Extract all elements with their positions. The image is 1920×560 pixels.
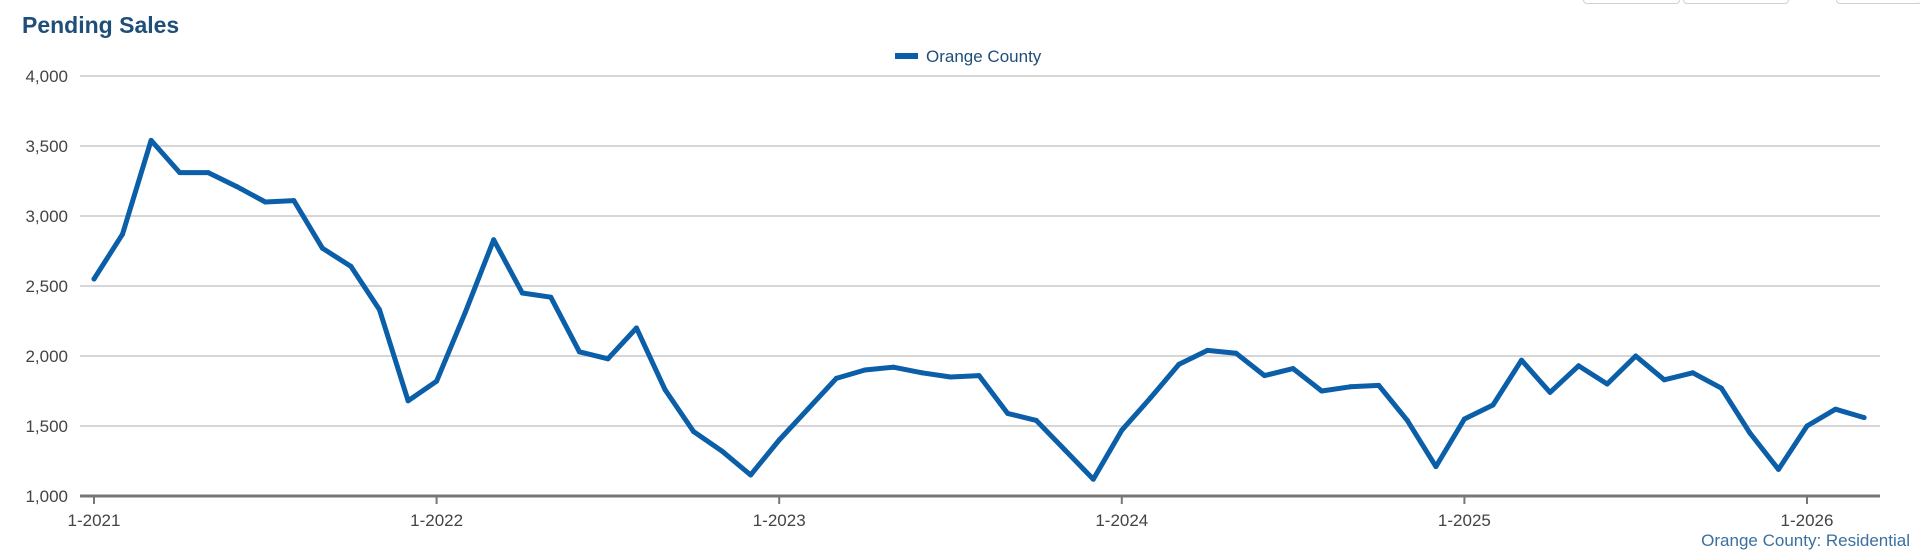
data-point[interactable] [1433,464,1439,470]
y-tick-label: 1,500 [25,417,68,436]
data-point[interactable] [148,137,154,143]
data-point[interactable] [1833,406,1839,412]
data-point[interactable] [291,198,297,204]
x-tick-label: 1-2025 [1438,511,1491,530]
data-point[interactable] [319,245,325,251]
x-tick-label: 1-2022 [410,511,463,530]
data-point[interactable] [890,364,896,370]
legend[interactable]: Orange County [895,47,1042,66]
y-tick-label: 3,500 [25,137,68,156]
data-point[interactable] [1747,430,1753,436]
data-point[interactable] [548,294,554,300]
series-layer [91,137,1867,482]
data-point[interactable] [776,437,782,443]
data-point[interactable] [491,237,497,243]
data-point[interactable] [1033,417,1039,423]
data-point[interactable] [1633,353,1639,359]
data-point[interactable] [662,387,668,393]
data-point[interactable] [234,184,240,190]
data-point[interactable] [1661,377,1667,383]
data-point[interactable] [1490,402,1496,408]
data-point[interactable] [633,325,639,331]
data-point[interactable] [1604,381,1610,387]
gridlines [80,75,1880,427]
data-point[interactable] [519,290,525,296]
data-point[interactable] [1062,447,1068,453]
legend-label: Orange County [926,47,1042,66]
chart-caption: Orange County: Residential [1701,531,1910,550]
data-point[interactable] [1404,417,1410,423]
data-point[interactable] [1319,388,1325,394]
data-point[interactable] [605,356,611,362]
x-tick-label: 1-2023 [753,511,806,530]
data-point[interactable] [1718,385,1724,391]
data-point[interactable] [1233,350,1239,356]
data-point[interactable] [948,374,953,380]
data-point[interactable] [1861,415,1867,421]
data-point[interactable] [833,375,839,381]
data-point[interactable] [1119,427,1125,433]
data-point[interactable] [462,310,468,316]
data-point[interactable] [1519,357,1524,363]
y-tick-label: 2,000 [25,347,68,366]
data-point[interactable] [1804,423,1810,429]
data-point[interactable] [1775,466,1781,472]
data-point[interactable] [576,349,582,355]
data-point[interactable] [1547,389,1553,395]
x-axis-ticks: 1-2021 1-2022 1-2023 1-2024 1-2025 1-2026 [68,496,1834,530]
data-point[interactable] [1690,370,1696,376]
data-point[interactable] [120,231,126,237]
data-point[interactable] [1204,347,1210,353]
data-point[interactable] [1005,410,1011,416]
data-point[interactable] [919,370,925,376]
data-point[interactable] [719,448,725,454]
data-point[interactable] [377,307,382,313]
y-tick-label: 1,000 [25,487,68,506]
x-tick-label: 1-2024 [1095,511,1148,530]
x-tick-label: 1-2021 [68,511,121,530]
data-point[interactable] [748,472,754,478]
data-point[interactable] [1090,476,1096,482]
data-point[interactable] [262,199,268,205]
data-point[interactable] [1376,382,1382,388]
data-point[interactable] [348,263,354,269]
x-tick-label: 1-2026 [1781,511,1834,530]
data-point[interactable] [1461,416,1467,422]
y-tick-label: 4,000 [25,67,68,86]
data-point[interactable] [1262,373,1268,379]
data-point[interactable] [1576,363,1582,369]
y-tick-label: 3,000 [25,207,68,226]
data-point[interactable] [862,367,868,373]
data-point[interactable] [1290,366,1296,372]
data-point[interactable] [177,170,183,176]
y-axis-ticks: 1,000 1,500 2,000 2,500 3,000 3,500 4,000 [25,67,68,506]
data-point[interactable] [434,378,440,384]
data-point[interactable] [405,398,411,404]
data-point[interactable] [91,276,97,282]
toolbar-button[interactable] [1836,0,1920,4]
y-tick-label: 2,500 [25,277,68,296]
data-point[interactable] [976,373,982,379]
data-point[interactable] [1176,361,1182,367]
data-point[interactable] [205,170,211,176]
data-point[interactable] [691,429,697,435]
data-point[interactable] [1347,384,1353,390]
data-point[interactable] [1147,395,1153,401]
chart-title: Pending Sales [22,12,180,38]
series-line-orange-county[interactable] [91,137,1867,482]
data-point[interactable] [805,406,811,412]
